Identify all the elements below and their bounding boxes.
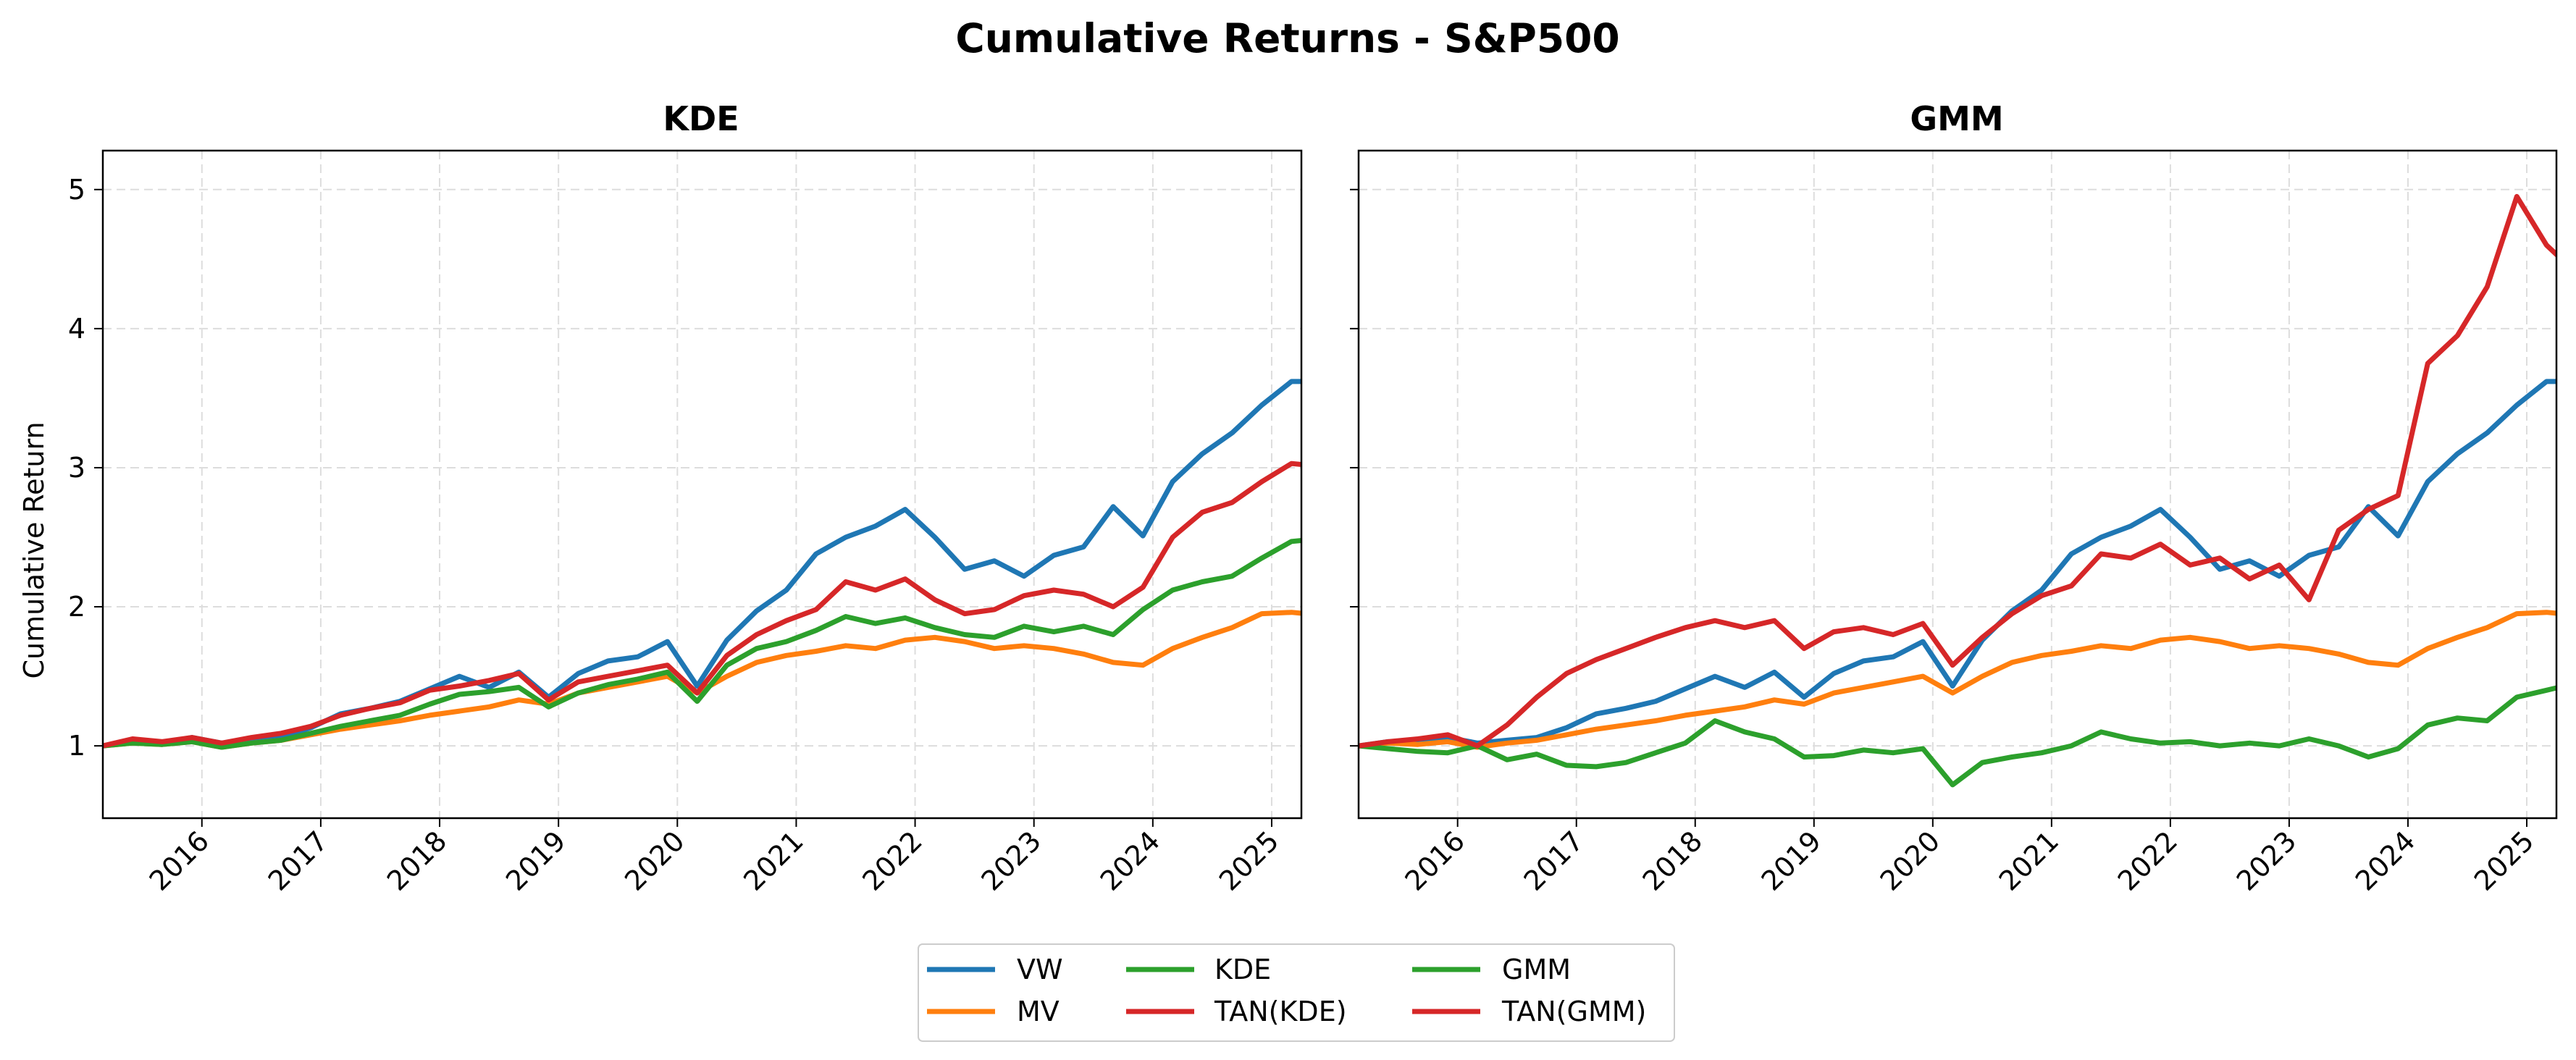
legend-label-mv: MV [1017,996,1060,1027]
x-tick-label: 2024 [1094,825,1167,897]
series-line-mv [1359,610,2556,750]
x-tick-label: 2021 [1993,825,2065,897]
y-axis-label: Cumulative Return [18,421,50,678]
x-tick-label: 2025 [2468,825,2541,897]
x-tick-label: 2020 [618,825,691,897]
x-tick-label: 2023 [976,825,1048,897]
x-tick-label: 2025 [1213,825,1285,897]
y-tick-label: 5 [68,174,85,206]
x-tick-label: 2024 [2349,825,2422,897]
series-line-mv [103,610,1301,750]
x-tick-label: 2017 [262,825,335,897]
x-tick-label: 2016 [1399,825,1472,897]
panel-title-gmm: GMM [1910,99,2003,138]
panel-gmm: GMM 2016 2017 2018 2019 2020 2021 2022 2023 2024… [1350,99,2558,897]
legend-entry-gmm: GMM [1412,954,1571,985]
y-tick-label: 2 [68,591,85,623]
y-tick-label: 1 [68,730,85,762]
legend-label-kde: KDE [1214,954,1271,985]
y-tick-label: 3 [68,452,85,484]
panel-title-kde: KDE [663,99,739,138]
legend: VW MV KDE TAN(KDE) GMM TAN(GMM) [918,943,1675,1042]
x-tick-label: 2021 [737,825,810,897]
axes-frame [101,149,1303,820]
panel-kde: KDE 2016 2017 2018 2019 2020 2021 2022 2023 2024… [68,99,1303,897]
x-tick-label: 2017 [1518,825,1590,897]
series-line-tan-gmm [1359,193,2556,749]
legend-entry-mv: MV [927,996,1060,1027]
legend-entry-kde: KDE [1126,954,1271,985]
legend-entry-tan-gmm: TAN(GMM) [1412,996,1646,1027]
x-tick-label: 2022 [2112,825,2184,897]
series-line-tan-kde [103,460,1301,749]
legend-label-tan-gmm: TAN(GMM) [1501,996,1646,1027]
legend-entry-tan-kde: TAN(KDE) [1126,996,1347,1027]
legend-label-gmm: GMM [1502,954,1571,985]
legend-label-tan-kde: TAN(KDE) [1214,996,1347,1027]
legend-entry-vw: VW [927,954,1063,985]
legend-frame [918,943,1675,1042]
x-tick-label: 2016 [143,825,216,897]
x-tick-label: 2019 [500,825,572,897]
series-line-kde [103,537,1301,750]
x-tick-label: 2020 [1874,825,1947,897]
legend-label-vw: VW [1017,954,1063,985]
series-line-vw [103,379,1301,749]
x-tick-label: 2018 [1637,825,1709,897]
axes-frame [1357,149,2558,820]
x-tick-label: 2018 [381,825,453,897]
x-tick-label: 2019 [1755,825,1828,897]
series-line-gmm [1359,685,2556,788]
y-tick-label: 4 [68,313,85,345]
x-tick-label: 2022 [856,825,928,897]
x-tick-label: 2023 [2231,825,2303,897]
figure-title: Cumulative Returns - S&P500 [955,15,1619,62]
